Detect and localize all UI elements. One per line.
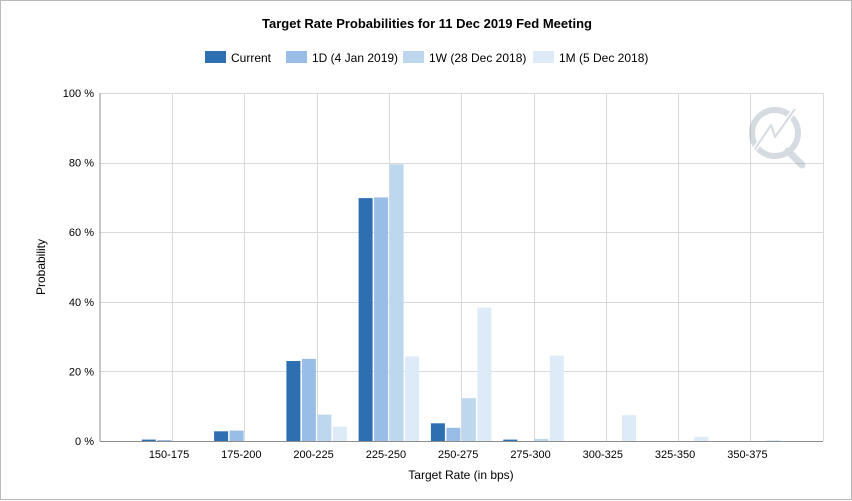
bar[interactable] [477, 307, 492, 441]
bar[interactable] [141, 439, 156, 441]
x-tick-label: 175-200 [221, 449, 261, 461]
bar[interactable] [301, 358, 316, 441]
bar[interactable] [694, 436, 709, 441]
y-tick-label: 100 % [63, 88, 94, 100]
x-axis-label: Target Rate (in bps) [408, 468, 513, 482]
y-tick-label: 0 % [75, 436, 94, 448]
legend: Current 1D (4 Jan 2019) 1W (28 Dec 2018) 1M… [205, 51, 648, 65]
bar[interactable] [549, 355, 564, 441]
bar[interactable] [503, 439, 518, 441]
legend-swatch [205, 51, 226, 63]
x-tick-label: 150-175 [149, 449, 189, 461]
x-tick-label: 200-225 [293, 449, 333, 461]
x-tick-label: 250-275 [438, 449, 478, 461]
bar[interactable] [332, 426, 347, 441]
bar[interactable] [622, 415, 636, 441]
y-tick-labels: 0 % 20 % 40 % 60 % 80 % 100 % [63, 88, 94, 448]
bar[interactable] [157, 440, 172, 441]
axes [99, 93, 823, 442]
legend-label: 1D (4 Jan 2019) [312, 51, 398, 65]
x-tick-label: 225-250 [366, 449, 406, 461]
y-tick-label: 80 % [69, 158, 94, 170]
bar[interactable] [534, 438, 549, 441]
bar[interactable] [214, 431, 229, 441]
legend-item[interactable]: 1D (4 Jan 2019) [286, 51, 398, 65]
y-tick-label: 40 % [69, 297, 94, 309]
bar[interactable] [229, 430, 244, 441]
legend-label: 1W (28 Dec 2018) [429, 51, 526, 65]
bar[interactable] [430, 423, 445, 441]
bar[interactable] [374, 197, 389, 441]
x-tick-label: 325-350 [655, 449, 695, 461]
legend-item[interactable]: 1W (28 Dec 2018) [403, 51, 526, 65]
gridlines [100, 93, 824, 442]
x-tick-label: 275-300 [510, 449, 550, 461]
x-tick-label: 300-325 [583, 449, 623, 461]
x-tick-labels: 150-175 175-200 200-225 225-250 250-275 275-3… [149, 449, 768, 461]
bar[interactable] [389, 164, 404, 442]
y-tick-label: 20 % [69, 366, 94, 378]
bar[interactable] [405, 356, 420, 441]
quikstrike-logo-icon [749, 107, 806, 169]
y-axis-label: Probability [34, 239, 48, 295]
bar[interactable] [358, 198, 373, 441]
x-tick-label: 350-375 [727, 449, 767, 461]
bars [141, 164, 781, 442]
bar[interactable] [317, 414, 332, 441]
chart-title: Target Rate Probabilities for 11 Dec 201… [262, 16, 592, 31]
bar[interactable] [461, 398, 476, 441]
legend-swatch [286, 51, 307, 63]
legend-item[interactable]: Current [205, 51, 272, 65]
legend-label: 1M (5 Dec 2018) [559, 51, 648, 65]
legend-item[interactable]: 1M (5 Dec 2018) [533, 51, 648, 65]
legend-label: Current [231, 51, 272, 65]
y-tick-label: 60 % [69, 227, 94, 239]
bar[interactable] [766, 440, 781, 441]
legend-swatch [533, 51, 554, 63]
legend-swatch [403, 51, 424, 63]
bar[interactable] [446, 427, 461, 441]
bar[interactable] [286, 361, 301, 441]
